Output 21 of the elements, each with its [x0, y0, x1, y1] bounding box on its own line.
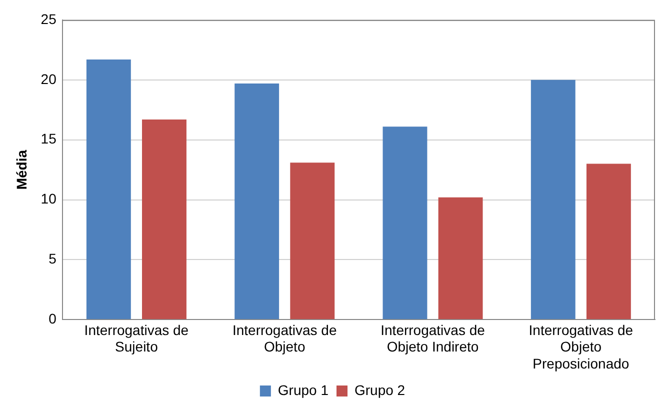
bar — [86, 60, 131, 320]
legend-label: Grupo 1 — [278, 382, 329, 398]
y-tick-label: 0 — [48, 310, 57, 326]
bar — [438, 197, 483, 320]
legend-label: Grupo 2 — [354, 382, 406, 398]
bar — [382, 126, 428, 320]
bar — [234, 84, 280, 320]
bar — [530, 80, 576, 320]
y-axis-title: Média — [13, 150, 30, 190]
x-tick-label: Interrogativas de Objeto Indireto — [380, 322, 486, 355]
bar — [142, 119, 186, 320]
bar — [586, 164, 631, 320]
x-tick-label: Interrogativas de Sujeito — [84, 322, 189, 355]
bar — [290, 162, 335, 320]
y-tick-label: 5 — [48, 250, 57, 267]
y-tick-label: 25 — [40, 10, 57, 27]
y-tick-label: 20 — [40, 70, 57, 87]
x-tick-label: Interrogativas de Objeto — [232, 322, 337, 355]
y-tick-label: 10 — [40, 190, 57, 207]
y-tick-label: 15 — [40, 130, 57, 147]
x-tick-label: Interrogativas de Objeto Preposicionado — [528, 322, 634, 372]
